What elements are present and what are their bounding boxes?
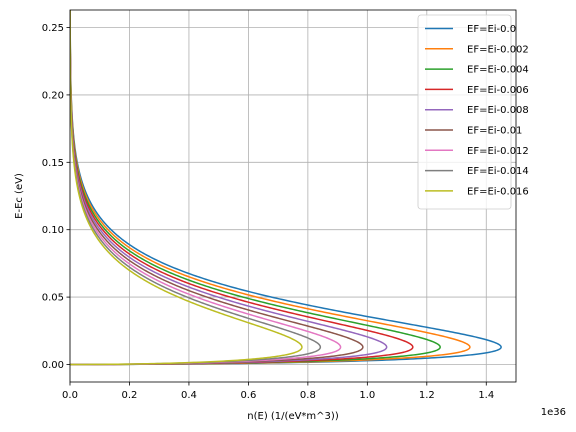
series-line-8 (70, 10, 303, 366)
legend-label-6: EF=Ei-0.012 (467, 146, 529, 157)
legend-label-5: EF=Ei-0.01 (467, 126, 522, 137)
y-axis-label: E-Ec (eV) (14, 173, 25, 219)
x-tick-label-2: 0.4 (181, 390, 197, 401)
legend-label-7: EF=Ei-0.014 (467, 166, 529, 177)
legend-label-3: EF=Ei-0.006 (467, 85, 529, 96)
y-axis: 0.00 0.05 0.10 0.15 0.20 0.25 (42, 23, 70, 371)
x-tick-label-7: 1.4 (478, 390, 494, 401)
series-group (70, 10, 502, 366)
x-tick-label-5: 1.0 (359, 390, 375, 401)
x-tick-label-4: 0.8 (300, 390, 316, 401)
y-tick-label-2: 0.10 (42, 225, 64, 236)
x-axis: 0.0 0.2 0.4 0.6 0.8 1.0 1.2 1.4 (62, 382, 494, 401)
legend: EF=Ei-0.0 EF=Ei-0.002 EF=Ei-0.004 EF=Ei-0.0… (417, 14, 529, 210)
legend-label-4: EF=Ei-0.008 (467, 105, 529, 116)
y-tick-label-5: 0.25 (42, 23, 64, 34)
x-tick-label-1: 0.2 (122, 390, 138, 401)
legend-box (417, 14, 512, 210)
x-axis-label: n(E) (1/(eV*m^3)) (247, 411, 339, 422)
legend-label-0: EF=Ei-0.0 (467, 24, 516, 35)
legend-label-1: EF=Ei-0.002 (467, 44, 529, 55)
y-tick-label-1: 0.05 (42, 293, 64, 304)
y-tick-label-0: 0.00 (42, 360, 64, 371)
y-tick-label-3: 0.15 (42, 158, 64, 169)
y-tick-label-4: 0.20 (42, 90, 64, 101)
x-tick-label-0: 0.0 (62, 390, 78, 401)
legend-label-2: EF=Ei-0.004 (467, 65, 529, 76)
legend-label-8: EF=Ei-0.016 (467, 186, 529, 197)
x-tick-label-3: 0.6 (240, 390, 256, 401)
x-tick-label-6: 1.2 (419, 390, 435, 401)
plot-frame (69, 9, 517, 383)
x-scale-label: 1e36 (541, 407, 566, 418)
